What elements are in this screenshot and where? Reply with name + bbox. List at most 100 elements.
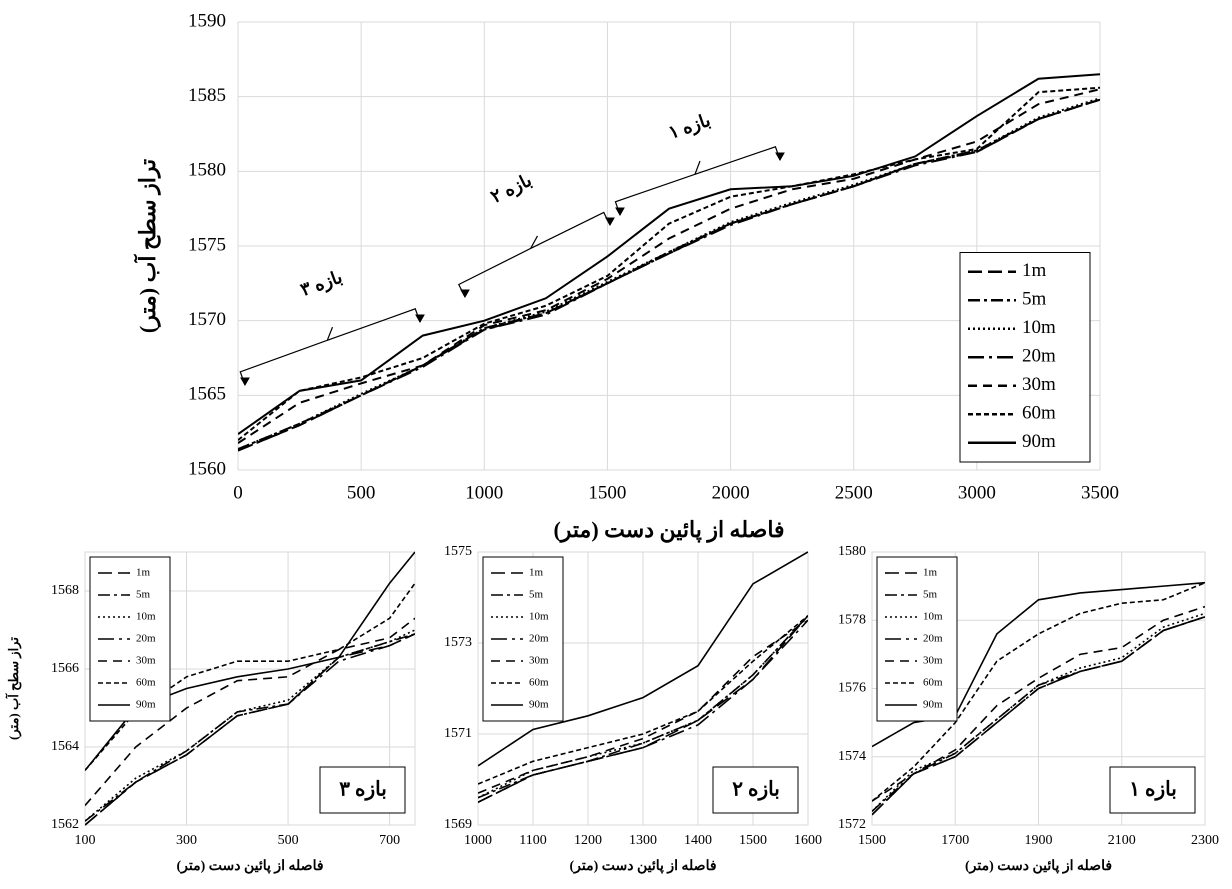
y-tick-label: 1565 <box>188 384 226 405</box>
x-tick-label: 1400 <box>684 833 712 848</box>
legend-label: 10m <box>136 611 156 623</box>
legend-label: 90m <box>923 699 943 711</box>
x-tick-label: 2500 <box>835 482 873 503</box>
legend-label: 5m <box>923 589 938 601</box>
x-tick-label: 1500 <box>858 833 886 848</box>
legend-label: 60m <box>529 677 549 689</box>
series-line <box>478 551 808 767</box>
x-tick-label: 1000 <box>465 482 503 503</box>
legend-label: 60m <box>1022 403 1056 424</box>
series-line <box>872 616 1205 816</box>
x-tick-label: 1000 <box>464 833 492 848</box>
y-tick-label: 1575 <box>444 544 472 559</box>
legend-label: 1m <box>923 567 938 579</box>
y-tick-label: 1570 <box>188 309 226 330</box>
panel-label-box <box>1109 766 1196 814</box>
x-tick-label: 2100 <box>1108 833 1136 848</box>
y-axis-label: تراز سطح آب (متر) <box>5 637 22 740</box>
legend-label: 30m <box>529 655 549 667</box>
y-axis-label: تراز سطح آب (متر) <box>133 159 161 333</box>
annotation-arrow <box>460 217 615 299</box>
legend-label: 90m <box>529 699 549 711</box>
legend-label: 1m <box>529 567 544 579</box>
y-tick-label: 1564 <box>51 739 79 754</box>
x-tick-label: 2300 <box>1191 833 1219 848</box>
x-axis-label: فاصله از پائین دست (متر) <box>176 859 323 874</box>
x-tick-label: 300 <box>176 833 197 848</box>
y-tick-label: 1572 <box>838 817 866 832</box>
series-line <box>85 629 415 822</box>
plot-frame <box>477 551 809 826</box>
annotation-arrow <box>615 152 785 217</box>
x-tick-label: 3000 <box>958 482 996 503</box>
series-line <box>85 633 415 826</box>
y-tick-label: 1575 <box>188 234 226 255</box>
y-tick-label: 1576 <box>838 681 866 696</box>
y-tick-label: 1568 <box>51 583 79 598</box>
annotation-arrow <box>240 314 425 387</box>
x-tick-label: 100 <box>75 833 96 848</box>
plot-frame <box>84 551 416 826</box>
plot-frame <box>871 551 1206 826</box>
y-tick-label: 1590 <box>188 10 226 31</box>
x-axis-label: فاصله از پائین دست (متر) <box>965 859 1112 874</box>
x-tick-label: 700 <box>379 833 400 848</box>
series-line <box>238 86 1100 441</box>
x-tick-label: 1500 <box>739 833 767 848</box>
series-line <box>238 98 1100 452</box>
x-tick-label: 1700 <box>941 833 969 848</box>
legend-label: 30m <box>923 655 943 667</box>
legend-label: 10m <box>923 611 943 623</box>
series-line <box>85 617 415 807</box>
y-tick-label: 1566 <box>51 661 79 676</box>
legend-label: 60m <box>923 677 943 689</box>
legend-label: 10m <box>529 611 549 623</box>
y-tick-label: 1580 <box>838 544 866 559</box>
panel-label-box <box>319 766 406 814</box>
y-tick-label: 1585 <box>188 85 226 106</box>
y-tick-label: 1571 <box>444 726 472 741</box>
panel-label: بازه ۱ <box>1129 779 1177 802</box>
x-tick-label: 1100 <box>519 833 546 848</box>
series-line <box>238 88 1100 444</box>
x-tick-label: 500 <box>347 482 376 503</box>
legend-label: 1m <box>136 567 151 579</box>
series-line <box>478 615 808 785</box>
series-line <box>478 615 808 799</box>
legend-label: 5m <box>1022 289 1047 310</box>
legend-label: 1m <box>1022 260 1047 281</box>
series-line <box>85 582 415 771</box>
x-tick-label: 0 <box>233 482 243 503</box>
x-tick-label: 1500 <box>588 482 626 503</box>
y-tick-label: 1580 <box>188 160 226 181</box>
series-line <box>872 605 1205 802</box>
legend-label: 60m <box>136 677 156 689</box>
legend-label: 90m <box>136 699 156 711</box>
y-tick-label: 1578 <box>838 612 866 627</box>
legend-label: 5m <box>529 589 544 601</box>
x-tick-label: 1900 <box>1025 833 1053 848</box>
x-tick-label: 1200 <box>574 833 602 848</box>
series-line <box>478 619 808 803</box>
legend-label: 90m <box>1022 431 1056 452</box>
x-tick-label: 500 <box>278 833 299 848</box>
legend-label: 20m <box>529 633 549 645</box>
y-tick-label: 1560 <box>188 458 226 479</box>
series-line <box>872 612 1205 812</box>
legend-label: 30m <box>1022 374 1056 395</box>
y-tick-label: 1569 <box>444 817 472 832</box>
legend-label: 5m <box>136 589 151 601</box>
y-tick-label: 1562 <box>51 817 79 832</box>
series-line <box>238 73 1100 435</box>
series-line <box>872 581 1205 802</box>
legend-label: 20m <box>923 633 943 645</box>
y-tick-label: 1574 <box>838 749 866 764</box>
legend-label: 30m <box>136 655 156 667</box>
legend-label: 20m <box>1022 346 1056 367</box>
x-tick-label: 2000 <box>712 482 750 503</box>
panel-label: بازه ۲ <box>732 779 780 802</box>
x-axis-label: فاصله از پائین دست (متر) <box>553 517 784 544</box>
x-axis-label: فاصله از پائین دست (متر) <box>569 859 716 874</box>
legend-label: 20m <box>136 633 156 645</box>
